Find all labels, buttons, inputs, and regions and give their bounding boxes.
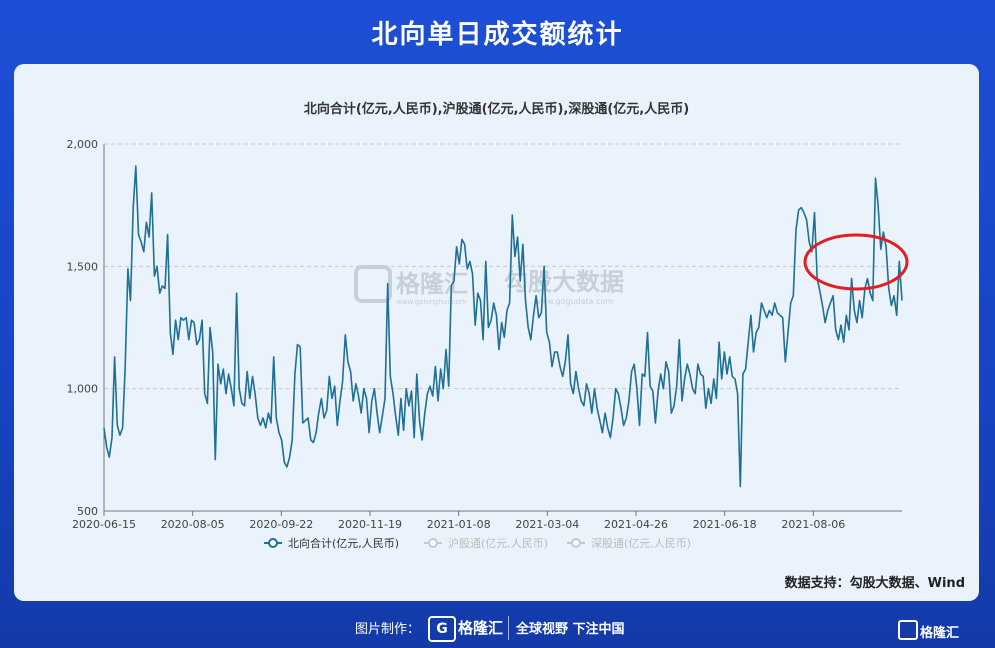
y-tick-label: 500 — [77, 505, 98, 518]
legend-swatch-marker — [268, 538, 278, 548]
x-tick-label: 2021-04-26 — [604, 518, 668, 531]
footer-slogan: 全球视野 下注中国 — [516, 622, 625, 637]
footer-brand: 格隆汇 — [458, 619, 504, 637]
y-tick-label: 1,000 — [67, 383, 99, 396]
x-tick-label: 2021-03-04 — [515, 518, 579, 531]
x-tick-label: 2020-09-22 — [249, 518, 313, 531]
x-tick-label: 2021-01-08 — [427, 518, 491, 531]
chart-card: 北向合计(亿元,人民币),沪股通(亿元,人民币),深股通(亿元,人民币) 格隆汇… — [14, 64, 979, 601]
corner-logo-icon — [898, 620, 918, 640]
legend-swatch-marker — [571, 538, 581, 548]
watermark-data-url: www.gogudata.com — [534, 297, 613, 306]
made-by-label: 图片制作： — [355, 622, 421, 637]
watermark-brand: 格隆汇 — [396, 270, 468, 298]
chart-title: 北向合计(亿元,人民币),沪股通(亿元,人民币),深股通(亿元,人民币) — [303, 102, 690, 117]
legend-label: 深股通(亿元,人民币) — [591, 537, 691, 550]
series-line-northbound-total — [103, 165, 903, 488]
watermark-data-brand: 勾股大数据 — [504, 268, 624, 296]
footer: 图片制作： G 格隆汇 全球视野 下注中国 格隆汇 — [0, 608, 995, 648]
x-tick-label: 2020-08-05 — [161, 518, 225, 531]
watermark-logo-icon — [354, 265, 392, 303]
y-tick-label: 2,000 — [67, 138, 99, 151]
corner-brand: 格隆汇 — [920, 626, 960, 641]
legend-swatch-marker — [428, 538, 438, 548]
legend-label: 沪股通(亿元,人民币) — [448, 536, 548, 550]
watermark-brand-url: www.gelonghui.com — [396, 298, 467, 306]
data-source-note: 数据支持：勾股大数据、Wind — [784, 576, 965, 591]
x-tick-label: 2020-06-15 — [72, 518, 136, 531]
x-tick-label: 2020-11-19 — [338, 518, 402, 531]
footer-divider — [508, 616, 509, 640]
x-tick-label: 2021-06-18 — [693, 518, 757, 531]
x-tick-label: 2021-08-06 — [781, 518, 845, 531]
highlight-ellipse — [803, 233, 909, 291]
legend-label: 北向合计(亿元,人民币) — [288, 536, 399, 550]
y-tick-label: 1,500 — [67, 260, 99, 273]
page-title: 北向单日成交额统计 — [371, 20, 624, 50]
gelonghui-logo-icon: G — [428, 616, 456, 642]
